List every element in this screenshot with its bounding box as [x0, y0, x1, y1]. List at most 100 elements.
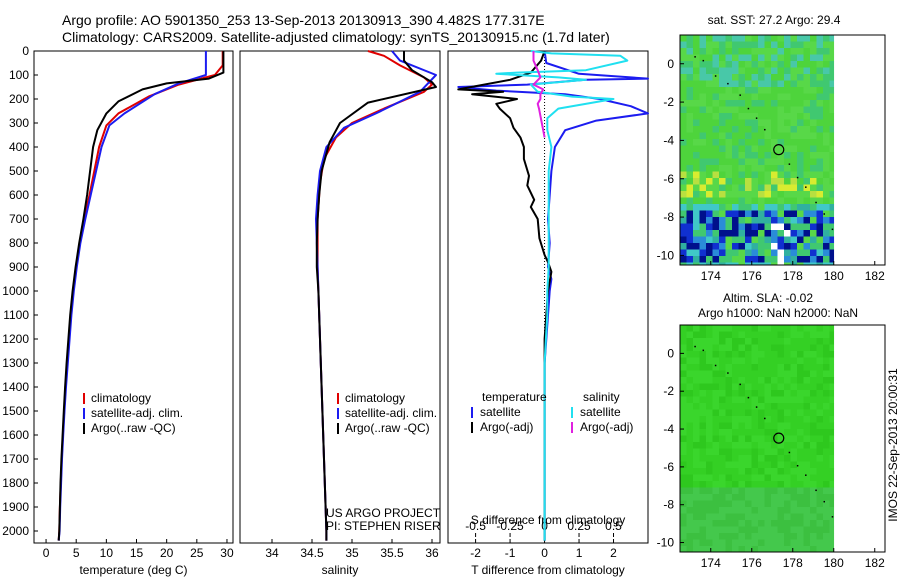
sst-heatmap-cell	[764, 204, 772, 211]
x-tick-label: 36	[425, 546, 439, 560]
sla-heatmap-cell	[810, 351, 817, 358]
sst-heatmap-cell	[732, 262, 739, 266]
sst-heatmap-cell	[706, 210, 713, 218]
sst-heatmap-cell	[745, 100, 752, 107]
sla-heatmap-cell	[686, 546, 694, 553]
sla-heatmap-cell	[725, 461, 733, 469]
sla-heatmap-cell	[686, 500, 694, 508]
sla-heatmap-cell	[777, 507, 785, 514]
sst-heatmap-cell	[725, 48, 733, 55]
sst-heatmap-cell	[751, 236, 759, 244]
sla-heatmap-cell	[803, 409, 811, 417]
sst-heatmap-cell	[686, 61, 694, 68]
sla-heatmap-cell	[686, 338, 694, 345]
sla-heatmap-cell	[686, 325, 694, 332]
sst-heatmap-cell	[706, 165, 713, 172]
sst-heatmap-cell	[706, 223, 713, 231]
sla-heatmap-cell	[725, 494, 733, 501]
sla-island-marker	[714, 364, 717, 367]
sst-heatmap-cell	[738, 100, 746, 107]
sla-heatmap-cell	[810, 533, 817, 540]
sla-heatmap-cell	[823, 409, 830, 417]
sst-heatmap-cell	[686, 236, 694, 244]
sst-heatmap-cell	[777, 100, 785, 107]
sla-heatmap-cell	[797, 396, 804, 404]
sla-heatmap-cell	[829, 422, 835, 430]
sla-heatmap-cell	[719, 507, 726, 514]
sla-heatmap-cell	[712, 435, 720, 443]
sla-heatmap-cell	[823, 325, 830, 332]
sst-heatmap-cell	[719, 210, 726, 218]
sst-heatmap-cell	[777, 93, 785, 101]
sla-heatmap-cell	[680, 377, 687, 384]
sst-heatmap-cell	[693, 262, 700, 266]
sla-heatmap-cell	[816, 461, 824, 469]
sla-heatmap-cell	[777, 487, 785, 495]
sla-heatmap-cell	[823, 507, 830, 514]
sla-heatmap-cell	[719, 409, 726, 417]
sla-heatmap-cell	[797, 409, 804, 417]
sla-heatmap-cell	[738, 364, 746, 371]
sla-heatmap-cell	[719, 338, 726, 345]
s-axis-tick-label: -0.25	[496, 519, 524, 533]
sst-heatmap-cell	[719, 165, 726, 172]
sla-heatmap-cell	[751, 396, 759, 404]
sla-heatmap-cell	[745, 507, 752, 514]
sla-heatmap-cell	[764, 377, 772, 384]
sla-heatmap-cell	[706, 409, 713, 417]
sla-heatmap-cell	[790, 416, 798, 423]
sst-heatmap-cell	[823, 249, 830, 257]
sla-heatmap-cell	[797, 364, 804, 371]
sla-heatmap-cell	[764, 513, 772, 521]
sla-heatmap-cell	[784, 481, 791, 488]
sst-heatmap-cell	[816, 132, 824, 140]
sst-heatmap-cell	[777, 230, 785, 237]
sla-heatmap-cell	[829, 344, 835, 352]
sla-heatmap-cell	[751, 377, 759, 384]
sst-heatmap-cell	[784, 197, 791, 205]
sla-heatmap-cell	[803, 513, 811, 521]
sla-heatmap-cell	[719, 481, 726, 488]
sla-heatmap-cell	[797, 468, 804, 475]
sst-heatmap-cell	[758, 230, 765, 237]
sst-heatmap-cell	[738, 126, 746, 133]
sst-heatmap-cell	[829, 256, 835, 263]
sla-heatmap-cell	[732, 461, 739, 469]
sla-heatmap-cell	[816, 364, 824, 371]
sst-heatmap-cell	[732, 54, 739, 62]
sla-heatmap-cell	[706, 377, 713, 384]
sla-heatmap-cell	[738, 526, 746, 534]
sst-heatmap-cell	[777, 191, 785, 198]
sst-heatmap-cell	[719, 132, 726, 140]
sla-heatmap-cell	[758, 377, 765, 384]
sla-heatmap-cell	[777, 481, 785, 488]
x-tick-label: 35	[345, 546, 359, 560]
sst-heatmap-cell	[738, 93, 746, 101]
depth-tick-label: 1600	[2, 428, 29, 442]
sst-heatmap-cell	[686, 93, 694, 101]
sla-heatmap-cell	[790, 435, 798, 443]
sla-heatmap-cell	[699, 403, 707, 410]
sst-heatmap-cell	[771, 106, 778, 114]
sla-heatmap-cell	[725, 474, 733, 482]
sst-heatmap-cell	[725, 113, 733, 120]
sla-heatmap-cell	[706, 429, 713, 436]
sst-heatmap-cell	[764, 256, 772, 263]
sst-heatmap-cell	[680, 236, 687, 244]
sst-heatmap-cell	[797, 152, 804, 159]
difference-plot-frame	[447, 50, 649, 544]
sla-heatmap-cell	[732, 500, 739, 508]
sst-heatmap-cell	[732, 145, 739, 153]
sst-heatmap-cell	[797, 80, 804, 88]
sst-heatmap-cell	[693, 210, 700, 218]
sla-heatmap-cell	[797, 546, 804, 553]
sst-heatmap-cell	[719, 256, 726, 263]
sla-heatmap-cell	[797, 338, 804, 345]
sla-heatmap-cell	[784, 442, 791, 449]
sla-heatmap-cell	[706, 357, 713, 365]
sst-heatmap-cell	[732, 48, 739, 55]
sla-heatmap-cell	[784, 325, 791, 332]
sla-heatmap-cell	[693, 383, 700, 391]
sla-heatmap-cell	[719, 474, 726, 482]
sla-heatmap-cell	[810, 513, 817, 521]
